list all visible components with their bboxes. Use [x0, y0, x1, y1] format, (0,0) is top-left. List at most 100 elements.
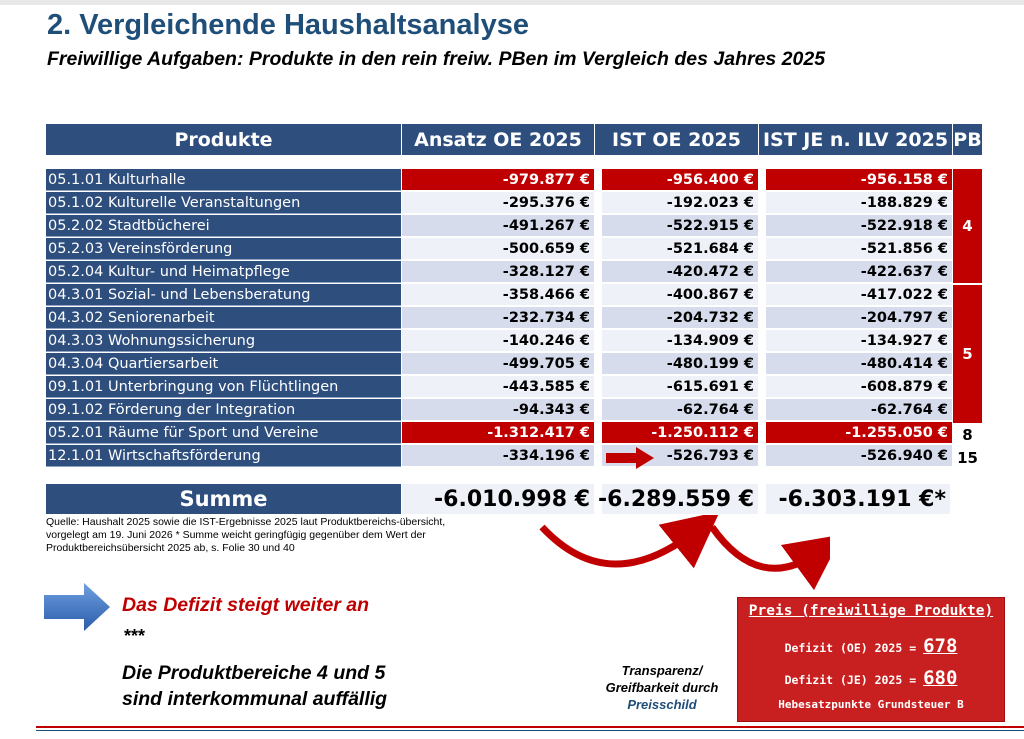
ansatz-value: -1.312.417 € [402, 422, 594, 444]
product-name: 05.2.04 Kultur- und Heimatpflege [46, 261, 401, 283]
ansatz-value: -358.466 € [402, 284, 594, 306]
footer-line-blue [36, 730, 1024, 731]
product-name: 04.3.01 Sozial- und Lebensberatung [46, 284, 401, 306]
ist-je-value: -188.829 € [766, 192, 952, 214]
right-arrow-icon [606, 447, 654, 469]
table-row: 05.2.03 Vereinsförderung -500.659 € -521.6… [46, 238, 952, 260]
price-je-line: Defizit (JE) 2025 = 680 [737, 667, 1005, 689]
table-row: 05.1.02 Kulturelle Veranstaltungen -295.3… [46, 192, 952, 214]
product-name: 05.2.02 Stadtbücherei [46, 215, 401, 237]
ansatz-value: -334.196 € [402, 445, 594, 467]
table-row: 04.3.04 Quartiersarbeit -499.705 € -480.19… [46, 353, 952, 375]
ist-je-value: -62.764 € [766, 399, 952, 421]
transparency-note: Transparenz/ Greifbarkeit durch Preissch… [582, 662, 742, 713]
pb-group-15: 15 [957, 449, 978, 467]
transparency-line-1: Transparenz/ [621, 663, 703, 678]
price-title: Preis (freiwillige Produkte) [748, 603, 994, 619]
product-name: 05.1.01 Kulturhalle [46, 169, 401, 191]
ansatz-value: -232.734 € [402, 307, 594, 329]
product-name: 09.1.02 Förderung der Integration [46, 399, 401, 421]
pb-group-4: 4 [953, 169, 982, 283]
table-row: 04.3.03 Wohnungssicherung -140.246 € -134.… [46, 330, 952, 352]
price-footer: Hebesatzpunkte Grundsteuer B [778, 698, 964, 711]
ist-oe-value: -521.684 € [602, 238, 758, 260]
product-name: 04.3.03 Wohnungssicherung [46, 330, 401, 352]
sum-ansatz: -6.010.998 € [402, 484, 594, 514]
ist-je-value: -134.927 € [766, 330, 952, 352]
ist-oe-value: -522.915 € [602, 215, 758, 237]
pb-group-8: 8 [962, 426, 973, 444]
top-bar [0, 0, 1024, 5]
ist-je-value: -956.158 € [766, 169, 952, 191]
header-ansatz: Ansatz OE 2025 [402, 124, 594, 155]
ansatz-value: -499.705 € [402, 353, 594, 375]
table-row: 05.2.02 Stadtbücherei -491.267 € -522.915 … [46, 215, 952, 237]
ansatz-value: -328.127 € [402, 261, 594, 283]
price-je-label: Defizit (JE) 2025 = [784, 673, 917, 687]
ist-oe-value: -1.250.112 € [602, 422, 758, 444]
conclusion-line-1: Die Produktbereiche 4 und 5 [122, 662, 386, 684]
price-oe-value: 678 [923, 635, 958, 657]
table-row: 09.1.01 Unterbringung von Flüchtlingen -4… [46, 376, 952, 398]
ist-je-value: -521.856 € [766, 238, 952, 260]
ist-oe-value: -956.400 € [602, 169, 758, 191]
ist-je-value: -526.940 € [766, 445, 952, 467]
price-oe-line: Defizit (OE) 2025 = 678 [737, 635, 1005, 657]
ist-oe-value: -615.691 € [602, 376, 758, 398]
ist-je-value: -204.797 € [766, 307, 952, 329]
table-row: 05.1.01 Kulturhalle -979.877 € -956.400 € -… [46, 169, 952, 191]
footer-line-red [36, 726, 1024, 728]
ist-je-value: -608.879 € [766, 376, 952, 398]
curved-arrows-icon [539, 515, 830, 590]
table-row: 04.3.01 Sozial- und Lebensberatung -358.4… [46, 284, 952, 306]
ist-oe-value: -192.023 € [602, 192, 758, 214]
ist-je-value: -422.637 € [766, 261, 952, 283]
product-name: 04.3.02 Seniorenarbeit [46, 307, 401, 329]
product-name: 12.1.01 Wirtschaftsförderung [46, 445, 401, 467]
ansatz-value: -443.585 € [402, 376, 594, 398]
price-je-value: 680 [923, 667, 958, 689]
product-name: 09.1.01 Unterbringung von Flüchtlingen [46, 376, 401, 398]
table-row: 04.3.02 Seniorenarbeit -232.734 € -204.732… [46, 307, 952, 329]
header-ist-oe: IST OE 2025 [595, 124, 758, 155]
header-ist-je: IST JE n. ILV 2025 [759, 124, 952, 155]
ist-oe-value: -134.909 € [602, 330, 758, 352]
ist-je-value: -480.414 € [766, 353, 952, 375]
product-name: 05.2.01 Räume für Sport und Vereine [46, 422, 401, 444]
transparency-line-2: Greifbarkeit durch [605, 680, 719, 695]
header-pb: PB [953, 124, 982, 155]
price-oe-label: Defizit (OE) 2025 = [784, 641, 917, 655]
ansatz-value: -500.659 € [402, 238, 594, 260]
sum-label: Summe [46, 484, 401, 514]
ansatz-value: -140.246 € [402, 330, 594, 352]
ist-je-value: -417.022 € [766, 284, 952, 306]
ansatz-value: -491.267 € [402, 215, 594, 237]
ist-oe-value: -420.472 € [602, 261, 758, 283]
ansatz-value: -979.877 € [402, 169, 594, 191]
table-row: 09.1.02 Förderung der Integration -94.343… [46, 399, 952, 421]
transparency-line-3: Preisschild [627, 697, 697, 712]
sum-ist-oe: -6.289.559 € [598, 484, 758, 514]
product-name: 04.3.04 Quartiersarbeit [46, 353, 401, 375]
sum-ist-je: -6.303.191 €* [766, 484, 950, 514]
header-produkte: Produkte [46, 124, 401, 155]
deficit-statement: Das Defizit steigt weiter an [122, 594, 370, 616]
ist-je-value: -522.918 € [766, 215, 952, 237]
separator-stars: *** [124, 626, 146, 646]
table-row: 05.2.04 Kultur- und Heimatpflege -328.127… [46, 261, 952, 283]
page-subtitle: Freiwillige Aufgaben: Produkte in den re… [47, 48, 826, 70]
pb-group-5: 5 [953, 285, 982, 423]
product-name: 05.1.02 Kulturelle Veranstaltungen [46, 192, 401, 214]
source-note: Quelle: Haushalt 2025 sowie die IST-Erge… [46, 516, 446, 554]
ansatz-value: -94.343 € [402, 399, 594, 421]
price-tag-box: Preis (freiwillige Produkte) Defizit (OE… [737, 597, 1005, 722]
conclusion: Die Produktbereiche 4 und 5 sind interko… [122, 660, 387, 712]
product-name: 05.2.03 Vereinsförderung [46, 238, 401, 260]
ist-oe-value: -62.764 € [602, 399, 758, 421]
ist-oe-value: -204.732 € [602, 307, 758, 329]
ist-oe-value: -480.199 € [602, 353, 758, 375]
table-row: 12.1.01 Wirtschaftsförderung -334.196 € -5… [46, 445, 952, 467]
blue-arrow-icon [44, 583, 110, 631]
ansatz-value: -295.376 € [402, 192, 594, 214]
ist-je-value: -1.255.050 € [766, 422, 952, 444]
